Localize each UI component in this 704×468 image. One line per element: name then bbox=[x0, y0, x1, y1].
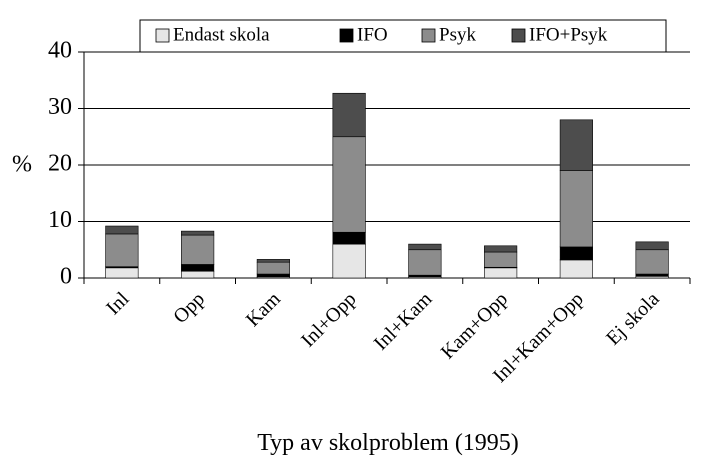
legend-label: IFO bbox=[357, 24, 388, 45]
legend-label: IFO+Psyk bbox=[529, 24, 608, 45]
bar-segment bbox=[332, 243, 366, 279]
bar-segment bbox=[408, 243, 442, 251]
bar-segment bbox=[181, 264, 215, 272]
legend-box bbox=[139, 19, 667, 53]
y-tick-label: 30 bbox=[48, 94, 72, 120]
y-tick-label: 20 bbox=[48, 151, 72, 177]
x-tick-label: Kam+Opp bbox=[437, 288, 512, 363]
bar-segment bbox=[332, 231, 366, 245]
bar-segment bbox=[181, 230, 215, 236]
legend-label: Psyk bbox=[439, 24, 476, 45]
bar-segment bbox=[484, 245, 518, 253]
bar-segment bbox=[559, 259, 593, 279]
bar-segment bbox=[105, 225, 139, 235]
y-tick-label: 40 bbox=[48, 38, 72, 64]
bar-segment bbox=[559, 119, 593, 171]
legend-swatch bbox=[155, 28, 170, 43]
bar-segment bbox=[332, 92, 366, 138]
x-tick-label: Inl+Opp bbox=[297, 288, 361, 352]
x-tick-label: Inl bbox=[102, 288, 134, 320]
bar-segment bbox=[635, 273, 669, 277]
bar-segment bbox=[256, 273, 290, 278]
legend-label: Endast skola bbox=[173, 24, 270, 45]
bar-segment bbox=[181, 234, 215, 265]
y-tick-label: 0 bbox=[60, 264, 72, 290]
x-tick-label: Kam bbox=[242, 288, 285, 331]
bar-segment bbox=[256, 261, 290, 275]
bar-segment bbox=[484, 251, 518, 268]
legend-swatch bbox=[421, 28, 436, 43]
bar-segment bbox=[484, 267, 518, 279]
x-tick-label: Ej skola bbox=[602, 288, 664, 350]
bar-segment bbox=[559, 170, 593, 248]
x-axis-label: Typ av skolproblem (1995) bbox=[257, 430, 519, 456]
x-tick-label: Opp bbox=[169, 288, 209, 328]
y-tick-label: 10 bbox=[48, 207, 72, 233]
bar-segment bbox=[105, 267, 139, 279]
bar-segment bbox=[256, 259, 290, 263]
x-tick-label: Inl+Kam bbox=[370, 288, 437, 355]
y-axis-label: % bbox=[12, 152, 32, 178]
bar-segment bbox=[408, 249, 442, 276]
bar-segment bbox=[105, 233, 139, 267]
bar-segment bbox=[332, 136, 366, 233]
legend-swatch bbox=[339, 28, 354, 43]
legend-swatch bbox=[511, 28, 526, 43]
bar-segment bbox=[181, 270, 215, 279]
bar-segment bbox=[635, 241, 669, 251]
bar-segment bbox=[635, 249, 669, 275]
bar-segment bbox=[559, 246, 593, 261]
